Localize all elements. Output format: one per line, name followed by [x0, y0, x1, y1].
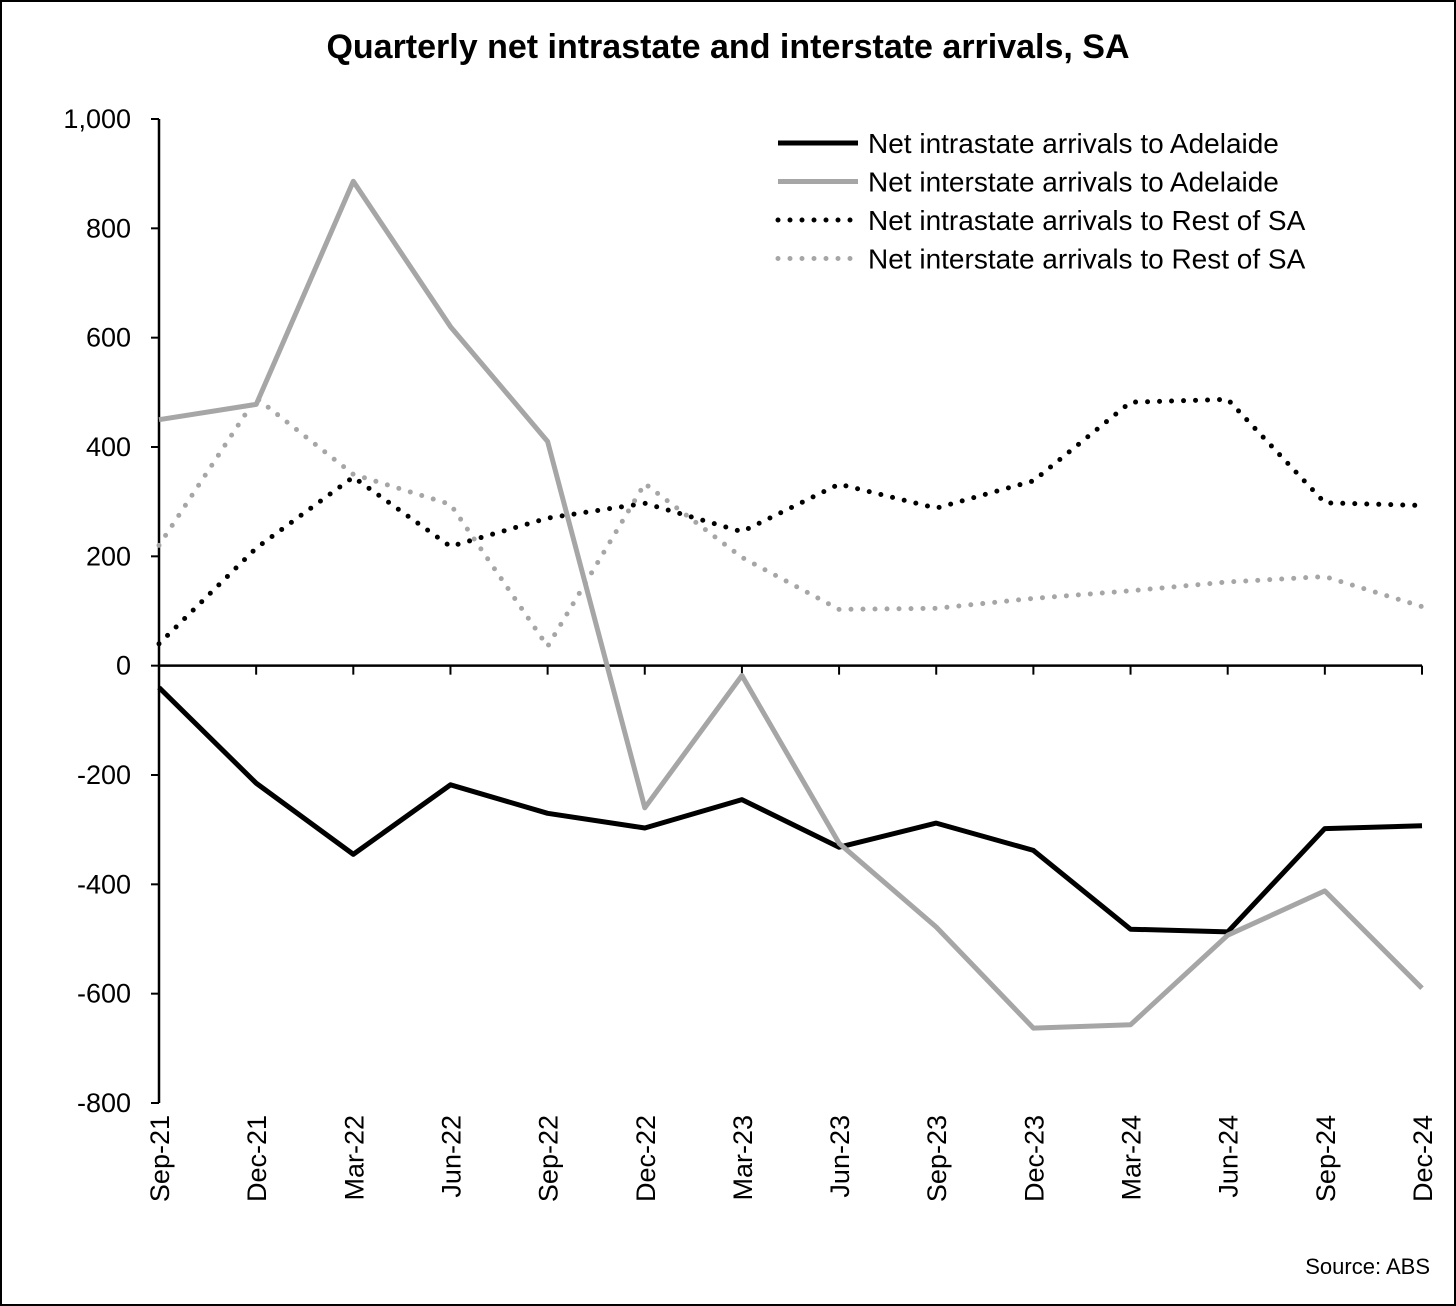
x-tick-label: Sep-22: [534, 1115, 564, 1202]
x-tick-label: Mar-24: [1117, 1115, 1147, 1201]
axes: 1,000 800 600 400 200 0 -200 -400 -600 -800 Sep-21…: [63, 104, 1438, 1202]
y-tick-label: 800: [86, 213, 131, 243]
series-line-2: [158, 178, 1424, 1031]
y-tick-label: -400: [77, 869, 131, 899]
x-tick-label: Dec-22: [631, 1115, 661, 1202]
y-tick-label: -600: [77, 979, 131, 1009]
x-tick-label: Sep-21: [145, 1115, 175, 1202]
x-tick-label: Dec-21: [242, 1115, 272, 1202]
y-tick-label: 0: [116, 651, 131, 681]
legend: Net intrastate arrivals to Adelaide Net i…: [775, 128, 1306, 275]
x-tick-label: Jun-23: [825, 1115, 855, 1198]
series-line-3: [156, 396, 1425, 647]
x-tick-label: Sep-23: [922, 1115, 952, 1202]
legend-label-2: Net interstate arrivals to Adelaide: [868, 167, 1279, 198]
x-tick-label: Sep-24: [1311, 1115, 1341, 1202]
legend-label-4: Net interstate arrivals to Rest of SA: [868, 244, 1306, 275]
y-tick-label: 1,000: [63, 104, 131, 134]
series-line-1: [157, 685, 1423, 935]
series-lines: [156, 178, 1425, 1031]
x-tick-label: Mar-23: [728, 1115, 758, 1201]
source-note: Source: ABS: [1305, 1254, 1430, 1279]
x-tick-label: Mar-22: [339, 1115, 369, 1201]
chart-title: Quarterly net intrastate and interstate …: [326, 28, 1130, 66]
y-tick-label: 600: [86, 323, 131, 353]
y-tick-label: 200: [86, 541, 131, 571]
x-tick-label: Jun-24: [1214, 1115, 1244, 1198]
x-tick-label: Dec-23: [1019, 1115, 1049, 1202]
legend-label-3: Net intrastate arrivals to Rest of SA: [868, 205, 1306, 236]
y-tick-label: -200: [77, 760, 131, 790]
legend-label-1: Net intrastate arrivals to Adelaide: [868, 128, 1279, 159]
series-line-4: [156, 395, 1425, 649]
y-tick-label: 400: [86, 432, 131, 462]
x-tick-label: Jun-22: [436, 1115, 466, 1198]
y-tick-label: -800: [77, 1088, 131, 1118]
x-tick-label: Dec-24: [1408, 1115, 1438, 1202]
